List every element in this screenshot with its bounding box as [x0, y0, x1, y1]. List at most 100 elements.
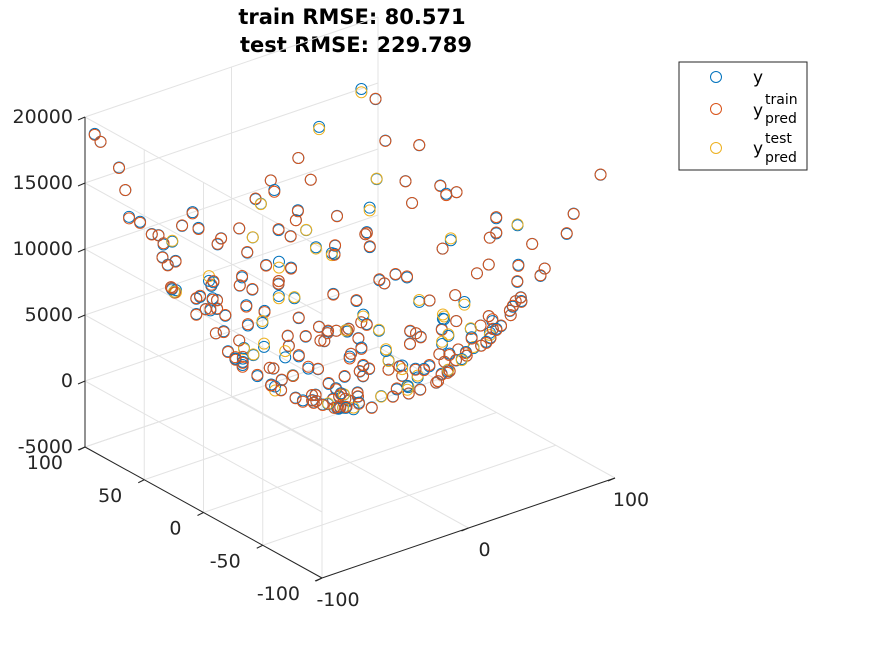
point-y-pred-test [455, 354, 468, 367]
chart-title-line-2: test RMSE: 229.789 [240, 33, 472, 57]
point-y-pred-train [169, 255, 182, 268]
point-y-pred-train [205, 278, 218, 291]
y-tick-mark [315, 577, 323, 582]
legend-sub-pred-2: pred [765, 150, 797, 166]
point-y-pred-train [152, 229, 165, 242]
point-y-pred-train [490, 324, 503, 337]
point-y-pred-train [123, 212, 136, 225]
point-y-pred-train [302, 360, 315, 373]
point-y-pred-test [246, 231, 259, 244]
point-y-pred-train [267, 362, 280, 375]
y-tick-label: -50 [210, 550, 241, 572]
legend-label-y: y [753, 68, 763, 88]
point-y-pred-train [484, 332, 497, 345]
z-tick-label: 15000 [13, 172, 73, 194]
point-y-pred-train [236, 360, 249, 373]
point-y-pred-train [281, 329, 294, 342]
x-tick-label: 100 [613, 489, 649, 511]
legend-sup-train: train [765, 92, 798, 108]
legend-label-y-pred-test: y [753, 139, 763, 159]
point-y-pred-train [459, 347, 472, 360]
point-y-pred-train [567, 208, 580, 221]
point-y-pred-train [339, 400, 352, 413]
z-tick-mark [77, 182, 86, 187]
point-y-pred-train [211, 237, 224, 250]
point-y [355, 82, 368, 95]
grid-line [84, 16, 379, 118]
point-y [458, 296, 471, 309]
tick-labels: -100 0 100 100 50 0 -50 -100 20000 15000 10000 5000… [13, 106, 650, 611]
point-y-pred-train [204, 302, 217, 315]
point-y-pred-train [268, 185, 281, 198]
point-y-pred-train [504, 309, 517, 322]
data-points [88, 82, 607, 416]
y-tick-label: 50 [98, 485, 122, 507]
z-tick-mark [77, 248, 86, 253]
point-y [272, 255, 285, 268]
grid-line [203, 412, 497, 513]
point-y-pred-train [482, 258, 495, 271]
point-y-pred-train [287, 369, 300, 382]
point-y-pred-test [438, 310, 451, 323]
point-y-pred-train [194, 289, 207, 302]
grid-line [144, 379, 438, 481]
point-y-pred-train [88, 128, 101, 141]
point-y-pred-train [470, 267, 483, 280]
point-y-pred-train [272, 223, 285, 236]
point-y-pred-train [166, 282, 178, 295]
point-y-pred-test [436, 308, 449, 321]
point-y-pred-train [512, 259, 525, 272]
point-y-pred-test [458, 298, 471, 311]
z-tick-label: 0 [61, 370, 73, 392]
point-y-pred-train [534, 269, 547, 282]
chart-title-line-1: train RMSE: 80.571 [238, 5, 465, 29]
point-y-pred-test [166, 234, 179, 247]
z-tick-label: 5000 [25, 304, 73, 326]
point-y-pred-test [464, 322, 477, 335]
point-y-pred-train [355, 316, 368, 329]
point-y-pred-train [265, 379, 278, 392]
point-y-pred-test [313, 123, 326, 136]
point-y-pred-train [328, 248, 341, 261]
point-y-pred-test [511, 218, 524, 231]
point-y-pred-test [258, 337, 271, 350]
legend-box [678, 61, 808, 171]
point-y-pred-train [480, 336, 493, 349]
point-y [436, 312, 449, 325]
point-y-pred-train [240, 300, 253, 313]
point-y [203, 274, 216, 287]
point-y-pred-train [292, 349, 305, 362]
point-y-pred-train [396, 369, 409, 382]
point-y-pred-train [355, 342, 368, 355]
y-tick-label: 100 [27, 452, 63, 474]
point-y-pred-train [414, 383, 427, 396]
point-y-pred-train [134, 216, 147, 229]
point-y-pred-test [272, 261, 285, 274]
point-y-pred-test [279, 345, 292, 358]
point-y-pred-test [322, 397, 335, 410]
point-y-pred-train [289, 392, 302, 405]
point-y-pred-train [360, 318, 373, 331]
point-y-pred-train [292, 311, 305, 324]
point-y-pred-train [483, 231, 496, 244]
legend-marker-y [710, 71, 722, 83]
y-tick-label: 0 [169, 518, 181, 540]
point-y-pred-train [393, 360, 406, 373]
point-y-pred-train [450, 186, 463, 199]
point-y-pred-train [236, 269, 249, 282]
point-y-pred-train [382, 363, 395, 376]
point-y-pred-train [418, 364, 431, 377]
point-y-pred-train [217, 326, 230, 339]
point-y-pred-test [300, 223, 313, 236]
point-y-pred-train [296, 395, 309, 408]
point-y-pred-train [306, 389, 319, 402]
point-y-pred-train [449, 289, 462, 302]
point-y-pred-test [288, 291, 301, 304]
point-y-pred-test [370, 172, 383, 185]
point-y-pred-train [161, 259, 174, 272]
legend-label-y-pred-train: y [753, 101, 763, 121]
legend: y y train pred y test pred [678, 61, 808, 171]
point-y-pred-train [352, 397, 365, 410]
z-tick-label: 20000 [13, 106, 73, 128]
point-y-pred-train [322, 376, 335, 389]
